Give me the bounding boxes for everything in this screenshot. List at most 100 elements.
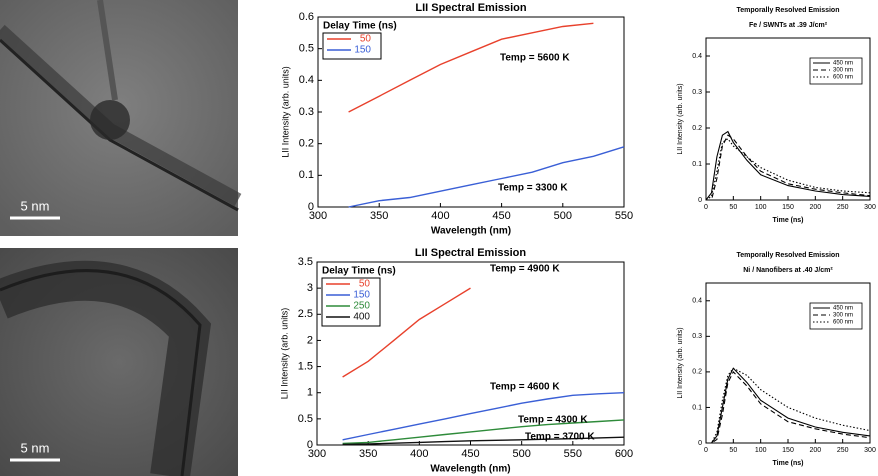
x-tick-label: 250 bbox=[837, 447, 849, 454]
legend-label: 300 nm bbox=[833, 313, 853, 319]
y-tick-label: 1 bbox=[307, 387, 313, 399]
chart: Temporally Resolved Emission Fe / SWNTs a… bbox=[677, 7, 876, 224]
series-line bbox=[705, 130, 871, 201]
legend-label: 450 nm bbox=[833, 61, 853, 67]
series-line bbox=[342, 436, 625, 446]
annotation: Temp = 3700 K bbox=[525, 432, 595, 443]
legend-box bbox=[809, 302, 863, 330]
legend-box bbox=[322, 32, 382, 60]
annotation: Temp = 3300 K bbox=[498, 183, 568, 194]
x-tick-label: 100 bbox=[755, 204, 767, 211]
series-line bbox=[342, 392, 625, 441]
y-axis-label: LII Intensity (arb. units) bbox=[677, 83, 684, 154]
annotation: Temp = 5600 K bbox=[500, 53, 570, 64]
y-tick-label: 0.5 bbox=[298, 413, 313, 425]
y-tick-label: 0 bbox=[698, 440, 702, 447]
legend-label: 400 bbox=[353, 312, 370, 323]
y-tick-label: 1.5 bbox=[298, 360, 313, 372]
legend-label: 150 bbox=[354, 45, 371, 56]
x-tick-label: 500 bbox=[512, 448, 530, 460]
legend-box bbox=[809, 57, 863, 85]
y-tick-label: 0.4 bbox=[692, 298, 702, 305]
chart-title: Temporally Resolved Emission bbox=[737, 252, 840, 259]
y-tick-label: 0 bbox=[307, 439, 313, 451]
chart-title: LII Spectral Emission bbox=[415, 247, 527, 259]
y-tick-label: 0.1 bbox=[692, 404, 702, 411]
legend-box bbox=[321, 277, 381, 327]
series-line bbox=[348, 146, 625, 208]
x-tick-label: 400 bbox=[410, 448, 428, 460]
series-line bbox=[342, 419, 625, 445]
x-tick-label: 100 bbox=[755, 447, 767, 454]
series-line bbox=[705, 138, 871, 201]
tem-image: 5 nm bbox=[0, 248, 238, 476]
x-tick-label: 0 bbox=[704, 204, 708, 211]
legend-label: 250 bbox=[353, 301, 370, 312]
x-tick-label: 150 bbox=[782, 447, 794, 454]
x-tick-label: 600 bbox=[615, 448, 633, 460]
chart-subtitle: Fe / SWNTs at .39 J/cm² bbox=[749, 22, 828, 29]
chart-title: Temporally Resolved Emission bbox=[737, 7, 840, 14]
legend-label: 150 bbox=[353, 290, 370, 301]
x-tick-label: 50 bbox=[729, 447, 737, 454]
x-tick-label: 450 bbox=[461, 448, 479, 460]
y-tick-label: 0.4 bbox=[299, 74, 314, 86]
annotation: Temp = 4900 K bbox=[490, 264, 560, 275]
y-tick-label: 2 bbox=[307, 334, 313, 346]
x-tick-label: 0 bbox=[704, 447, 708, 454]
x-tick-label: 350 bbox=[359, 448, 377, 460]
annotation: Temp = 4300 K bbox=[518, 415, 588, 426]
x-tick-label: 300 bbox=[864, 204, 876, 211]
y-tick-label: 3.5 bbox=[298, 256, 313, 268]
chart-title: LII Spectral Emission bbox=[415, 2, 527, 14]
tem-image: 5 nm bbox=[0, 0, 242, 236]
series-line bbox=[706, 134, 871, 201]
y-tick-label: 0.6 bbox=[299, 11, 314, 23]
x-tick-label: 450 bbox=[492, 210, 510, 222]
legend-label: 600 nm bbox=[833, 75, 853, 81]
x-axis-label: Wavelength (nm) bbox=[431, 226, 511, 237]
y-tick-label: 0.3 bbox=[299, 106, 314, 118]
x-tick-label: 350 bbox=[370, 210, 388, 222]
y-tick-label: 0.1 bbox=[692, 161, 702, 168]
series-line bbox=[342, 287, 471, 378]
legend-title: Delay Time (ns) bbox=[322, 266, 396, 277]
y-tick-label: 0.5 bbox=[299, 43, 314, 55]
legend-title: Delay Time (ns) bbox=[323, 21, 397, 32]
y-tick-label: 0 bbox=[698, 197, 702, 204]
x-tick-label: 300 bbox=[308, 448, 326, 460]
y-tick-label: 0.3 bbox=[692, 89, 702, 96]
y-tick-label: 0 bbox=[308, 201, 314, 213]
x-axis-label: Wavelength (nm) bbox=[430, 464, 510, 475]
x-tick-label: 50 bbox=[729, 204, 737, 211]
series-line bbox=[706, 367, 871, 444]
chart: Temporally Resolved Emission Ni / Nanofib… bbox=[677, 252, 876, 467]
x-tick-label: 200 bbox=[809, 447, 821, 454]
legend-label: 50 bbox=[359, 279, 371, 290]
x-tick-label: 150 bbox=[782, 204, 794, 211]
x-tick-label: 400 bbox=[431, 210, 449, 222]
x-tick-label: 250 bbox=[837, 204, 849, 211]
series-line bbox=[348, 22, 594, 113]
annotation: Temp = 4600 K bbox=[490, 382, 560, 393]
y-tick-label: 0.2 bbox=[692, 369, 702, 376]
x-tick-label: 500 bbox=[554, 210, 572, 222]
y-axis-label: LII Intensity (arb. units) bbox=[280, 66, 290, 158]
x-axis-label: Time (ns) bbox=[773, 217, 804, 224]
y-axis-label: LII Intensity (arb. units) bbox=[279, 308, 289, 400]
x-tick-label: 300 bbox=[864, 447, 876, 454]
legend-label: 600 nm bbox=[833, 320, 853, 326]
series-line bbox=[706, 367, 871, 444]
series-line bbox=[706, 370, 871, 444]
y-tick-label: 0.2 bbox=[692, 125, 702, 132]
x-tick-label: 200 bbox=[809, 204, 821, 211]
chart-subtitle: Ni / Nanofibers at .40 J/cm² bbox=[743, 267, 833, 274]
y-tick-label: 0.1 bbox=[299, 169, 314, 181]
legend-label: 300 nm bbox=[833, 68, 853, 74]
y-tick-label: 2.5 bbox=[298, 308, 313, 320]
y-tick-label: 0.3 bbox=[692, 333, 702, 340]
y-tick-label: 0.4 bbox=[692, 53, 702, 60]
